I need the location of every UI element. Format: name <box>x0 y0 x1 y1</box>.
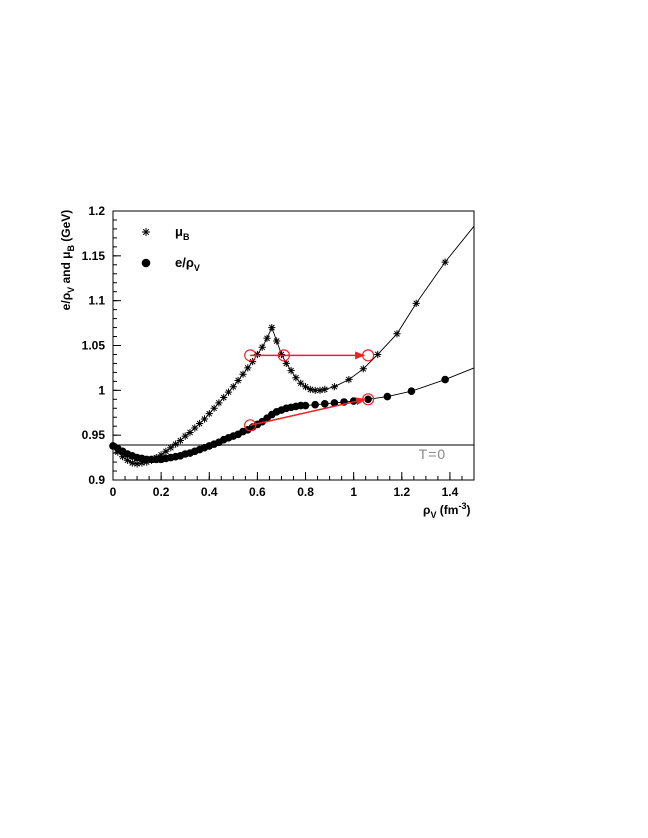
y-tick-label: 1 <box>98 383 105 397</box>
series-muB-point <box>253 350 261 359</box>
series-e-rho-point <box>320 399 329 408</box>
legend: μB e/ρV <box>141 224 200 273</box>
series-muB-point <box>234 376 242 385</box>
series-muB-line <box>112 225 475 465</box>
series-muB-point <box>123 456 131 464</box>
y-tick-label: 1.1 <box>88 294 105 308</box>
x-tick-label: 0.8 <box>297 485 314 499</box>
series-muB-point <box>128 459 136 467</box>
x-tick-label: 0.2 <box>153 485 170 499</box>
series-muB-point <box>133 460 141 468</box>
y-tick-label: 1.15 <box>82 249 106 263</box>
x-tick-label: 1.2 <box>393 485 410 499</box>
series-muB-point <box>191 424 199 432</box>
legend-label-muB: μB <box>175 224 190 242</box>
legend-dot-marker <box>141 258 151 268</box>
legend-label-e-rho: e/ρV <box>175 255 200 273</box>
series-muB-point <box>330 383 338 391</box>
e-construction-circle <box>244 419 257 432</box>
series-muB-point <box>157 451 165 459</box>
series-muB-point <box>244 364 252 372</box>
series-muB-point <box>119 453 127 461</box>
series-e-rho-point <box>364 395 372 404</box>
plot-area <box>112 210 475 481</box>
series-muB-point <box>297 379 305 387</box>
series-muB-point <box>196 419 204 428</box>
x-tick-label: 0.4 <box>201 485 218 499</box>
series-muB-point <box>263 334 271 342</box>
mu-construction-circle <box>277 349 290 362</box>
x-tick-label: 1.4 <box>442 485 459 499</box>
series-e-rho-point <box>383 392 392 401</box>
series-muB-point <box>224 388 233 396</box>
series-e-rho-point <box>441 375 449 384</box>
mu-construction-circle <box>244 349 257 362</box>
series-muB-point <box>268 324 276 332</box>
y-tick-label: 1.2 <box>88 204 105 218</box>
series-muB-point <box>210 404 218 412</box>
x-tick-label: 0 <box>110 485 117 499</box>
series-e-rho-point <box>407 387 416 396</box>
e-construction-arrow <box>250 397 367 427</box>
series-muB-point <box>200 415 209 423</box>
legend-star-marker <box>142 228 150 236</box>
series-muB-point <box>239 370 247 378</box>
series-muB-point <box>273 337 281 345</box>
series-muB-point <box>412 299 420 307</box>
series-muB-point <box>301 383 310 391</box>
x-axis-title: ρV (fm-3) <box>423 501 470 520</box>
series-muB-point <box>258 343 266 351</box>
series-muB-point <box>181 432 189 440</box>
series-muB-point <box>162 447 170 455</box>
t0-label: T=0 <box>419 446 447 462</box>
mu-construction-circle <box>362 349 375 362</box>
x-tick-label: 1 <box>350 485 357 499</box>
plot-frame <box>112 210 475 481</box>
maxwell-construction <box>244 349 375 432</box>
series-muB-point <box>292 374 300 382</box>
series-muB-point <box>172 440 180 448</box>
y-tick-label: 1.05 <box>82 339 106 353</box>
series-muB-point <box>282 359 290 367</box>
series-muB-point <box>359 365 367 373</box>
series-muB-point <box>311 386 319 394</box>
series-muB-point <box>176 436 184 445</box>
series-muB-point <box>229 383 237 391</box>
series-muB-point <box>186 428 194 437</box>
e-construction-circle <box>362 393 375 406</box>
axes: 0 0.2 0.4 0.6 0.8 1 1.2 1.4 0.9 0.95 1 1.05 1.1 1.15 1… <box>82 204 475 499</box>
series-muB-point <box>345 376 353 384</box>
series-muB-point <box>287 367 295 375</box>
series-e-rho-point <box>330 399 339 407</box>
series-muB-point <box>316 386 324 394</box>
series-muB-point <box>277 350 286 359</box>
series-muB-point <box>374 350 382 359</box>
series-muB-point <box>167 444 175 452</box>
x-tick-label: 0.6 <box>249 485 266 499</box>
y-tick-label: 0.95 <box>82 428 106 442</box>
y-axis-title: e/ρV and μB (GeV) <box>59 210 76 311</box>
series-e-rho-point <box>311 400 319 409</box>
y-tick-label: 0.9 <box>88 473 105 487</box>
series-muB-point <box>393 330 401 338</box>
series-muB-point <box>306 385 314 393</box>
series-e-rho-point <box>301 401 310 410</box>
curves <box>112 225 475 465</box>
legend-star-shape <box>142 228 150 236</box>
data-markers <box>109 258 449 468</box>
series-muB-point <box>441 258 449 266</box>
series-muB-point <box>138 459 146 467</box>
series-muB-point <box>220 393 228 402</box>
series-muB-point <box>321 385 329 393</box>
series-muB-point <box>205 410 213 418</box>
series-muB-point <box>215 399 223 407</box>
series-muB-point <box>249 358 257 366</box>
